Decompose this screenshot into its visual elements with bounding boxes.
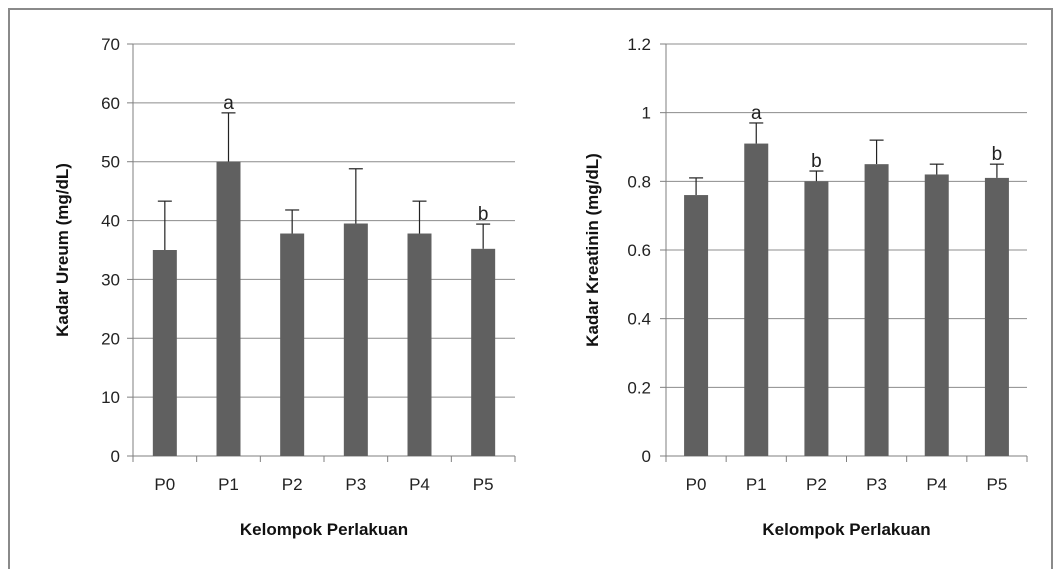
y-tick-label: 0 <box>642 447 651 466</box>
y-tick-label: 70 <box>101 35 120 54</box>
y-tick-label: 50 <box>101 153 120 172</box>
x-tick-label: P3 <box>345 475 366 494</box>
significance-label: a <box>751 103 762 124</box>
significance-label: a <box>223 93 234 114</box>
x-tick-label: P3 <box>866 475 887 494</box>
y-tick-label: 20 <box>101 329 120 348</box>
x-axis-title: Kelompok Perlakuan <box>762 520 930 539</box>
y-axis-title: Kadar Kreatinin (mg/dL) <box>583 153 602 347</box>
x-tick-label: P4 <box>926 475 947 494</box>
x-axis-title: Kelompok Perlakuan <box>240 520 408 539</box>
y-tick-label: 10 <box>101 388 120 407</box>
y-tick-label: 30 <box>101 270 120 289</box>
bar-p1 <box>744 143 769 457</box>
bar-p2 <box>804 181 829 457</box>
ureum-chart-panel: 0 10 20 30 40 50 60 70 P0 P1 a P2 P3 P4 P5 b Kelompok Pe… <box>8 8 542 569</box>
bar-p4 <box>407 233 432 456</box>
significance-label: b <box>992 144 1003 165</box>
x-tick-label: P0 <box>154 475 175 494</box>
y-tick-label: 1 <box>642 104 651 123</box>
x-tick-label: P2 <box>282 475 303 494</box>
bar-p3 <box>864 164 889 456</box>
y-tick-label: 0.8 <box>627 172 651 191</box>
y-tick-label: 0.4 <box>627 310 651 329</box>
y-tick-label: 40 <box>101 212 120 231</box>
kreatinin-bar-chart: 0 0.2 0.4 0.6 0.8 1 1.2 P0 P1 a P2 b P3 P4 P5 b Kelompok… <box>583 35 1028 539</box>
x-tick-label: P1 <box>746 475 767 494</box>
bar-p0 <box>152 250 177 456</box>
x-tick-label: P5 <box>473 475 494 494</box>
x-tick-label: P5 <box>987 475 1008 494</box>
kreatinin-chart-panel: 0 0.2 0.4 0.6 0.8 1 1.2 P0 P1 a P2 b P3 P4 P5 b Kelompok… <box>540 8 1053 569</box>
bar-p5 <box>471 248 496 456</box>
significance-label: b <box>811 151 822 172</box>
y-tick-label: 1.2 <box>627 35 651 54</box>
ureum-bar-chart: 0 10 20 30 40 50 60 70 P0 P1 a P2 P3 P4 P5 b Kelompok Pe… <box>53 35 516 539</box>
bar-p4 <box>924 174 949 456</box>
y-axis-title: Kadar Ureum (mg/dL) <box>53 163 72 337</box>
y-tick-label: 0 <box>111 447 120 466</box>
bar-p1 <box>216 161 241 456</box>
y-tick-label: 0.6 <box>627 241 651 260</box>
significance-label: b <box>478 204 489 225</box>
x-tick-label: P1 <box>218 475 239 494</box>
x-tick-label: P4 <box>409 475 430 494</box>
bar-p0 <box>684 195 709 457</box>
y-tick-label: 0.2 <box>627 378 651 397</box>
bar-p5 <box>984 177 1009 456</box>
bar-p3 <box>343 223 368 456</box>
x-tick-label: P2 <box>806 475 827 494</box>
y-tick-label: 60 <box>101 94 120 113</box>
bar-p2 <box>280 233 305 456</box>
x-tick-label: P0 <box>686 475 707 494</box>
